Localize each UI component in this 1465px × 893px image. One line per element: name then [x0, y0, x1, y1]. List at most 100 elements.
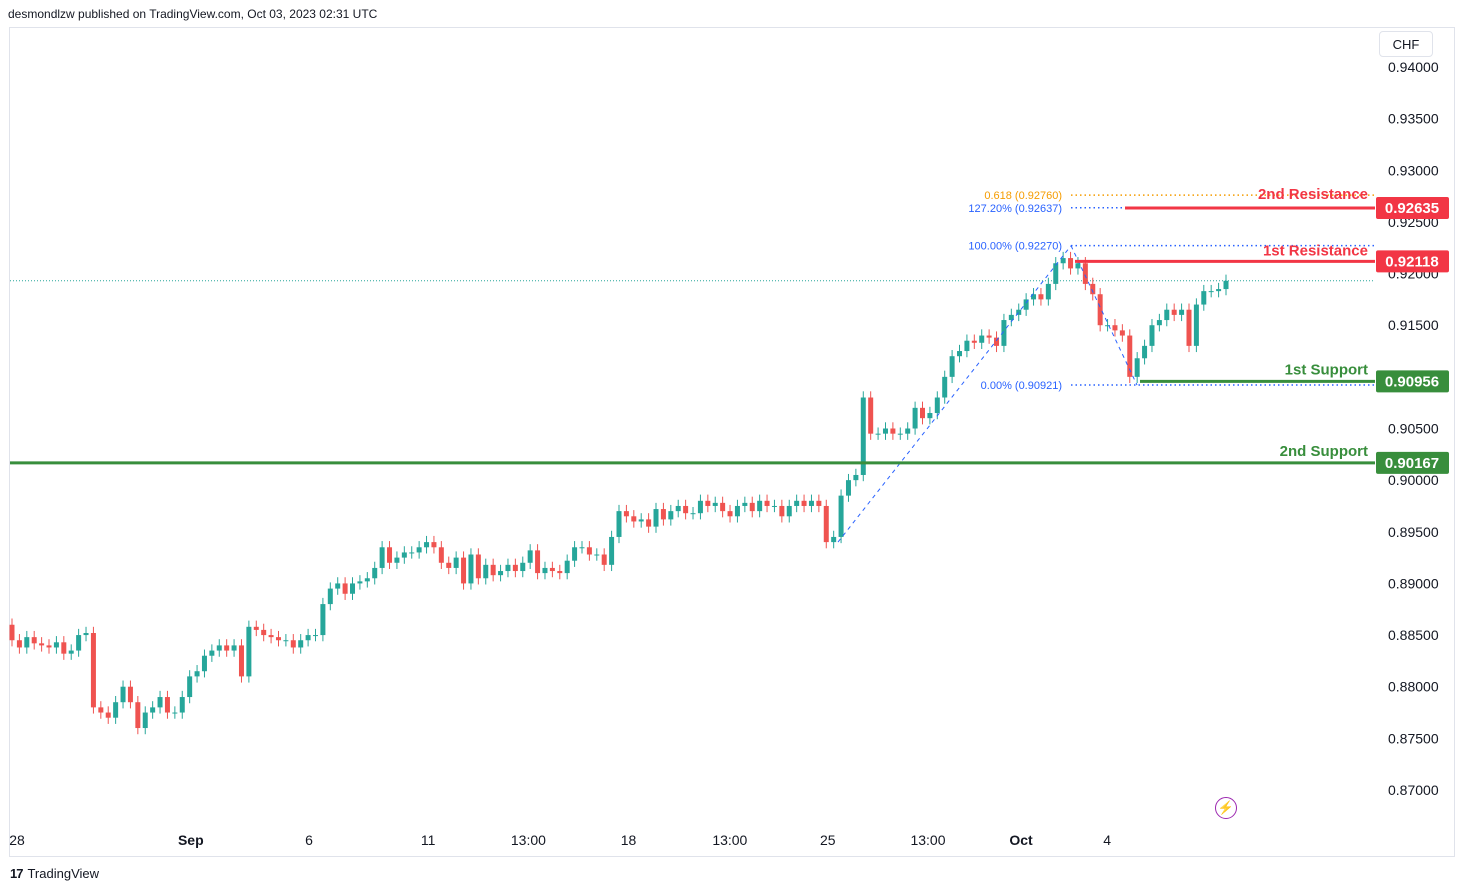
candle-body [786, 505, 792, 517]
candle-body [1001, 320, 1007, 346]
candle-body [882, 428, 888, 434]
candle-body [61, 642, 67, 654]
footer-brand-label: TradingView [27, 866, 100, 881]
candle-body [9, 624, 15, 641]
candle-body [150, 707, 156, 713]
candle-body [335, 583, 341, 589]
candle-body [379, 547, 385, 568]
candle-body [164, 697, 170, 713]
footer-brand[interactable]: 17 TradingView [10, 866, 99, 881]
y-tick-label: 0.93500 [1388, 111, 1439, 127]
candle-body [1186, 309, 1192, 346]
candle-body [1060, 258, 1066, 264]
candle-body [1142, 345, 1148, 359]
candle-body [1201, 291, 1207, 305]
candle-body [268, 635, 274, 638]
candle-body [1149, 325, 1155, 346]
level-name-label: 1st Resistance [1263, 242, 1368, 259]
level-price-label: 0.92118 [1385, 253, 1438, 270]
candle-body [927, 413, 933, 419]
candle-body [1171, 309, 1177, 315]
x-tick-label: Sep [178, 832, 204, 848]
candle-body [305, 635, 311, 641]
candle-body [697, 500, 703, 514]
candle-body [623, 511, 629, 517]
candle-body [638, 519, 644, 522]
candle-body [1134, 358, 1140, 377]
candle-body [860, 397, 866, 475]
candle-body [283, 640, 289, 642]
level-price-badge [1376, 370, 1449, 393]
candle-body [853, 474, 859, 481]
level-price-label: 0.90167 [1385, 455, 1439, 472]
candle-body [675, 505, 681, 512]
candle-body [387, 547, 393, 563]
x-tick-label: 11 [421, 832, 436, 848]
candle-body [875, 433, 881, 435]
candle-body [127, 686, 133, 703]
candle-body [461, 557, 467, 584]
candle-body [1023, 299, 1029, 310]
candle-body [364, 578, 370, 582]
candle-body [542, 567, 548, 574]
candle-body [586, 547, 592, 555]
level-price-label: 0.90956 [1385, 373, 1439, 390]
candle-body [1216, 289, 1222, 292]
candle-body [1053, 263, 1059, 284]
candle-body [594, 554, 600, 556]
candle-body [246, 626, 252, 677]
candle-body [668, 511, 674, 520]
candle-body [823, 505, 829, 543]
candle-body [238, 645, 244, 677]
candle-body [660, 509, 666, 520]
candle-body [816, 500, 822, 506]
candle-body [327, 588, 333, 605]
candle-body [416, 547, 422, 553]
candle-body [734, 505, 740, 517]
x-tick-label: 13:00 [511, 832, 546, 848]
candle-body [964, 340, 970, 352]
candle-body [764, 500, 770, 506]
candle-body [409, 552, 415, 554]
candle-body [394, 557, 400, 563]
y-tick-label: 0.89500 [1388, 524, 1439, 540]
candle-body [498, 571, 504, 576]
candle-body [942, 376, 948, 398]
candle-body [1090, 283, 1096, 295]
x-tick-label: 25 [820, 832, 836, 848]
candle-body [39, 643, 45, 646]
fib-swing-line-up [837, 245, 1072, 543]
candle-body [231, 645, 237, 651]
candle-body [446, 562, 452, 568]
candle-body [505, 564, 511, 572]
candle-body [157, 697, 163, 708]
y-tick-label: 0.87000 [1388, 782, 1439, 798]
candle-body [372, 567, 378, 579]
candle-body [290, 640, 296, 648]
candle-body [431, 542, 437, 548]
candle-body [490, 564, 496, 576]
candle-body [83, 633, 89, 636]
candle-body [653, 509, 659, 527]
lightning-icon[interactable]: ⚡ [1215, 797, 1237, 819]
candle-body [31, 637, 37, 644]
candle-body [979, 335, 985, 343]
candle-body [1112, 325, 1118, 331]
y-tick-label: 0.89000 [1388, 575, 1439, 591]
candle-body [1193, 304, 1199, 346]
candle-body [779, 505, 785, 517]
candle-body [845, 480, 851, 496]
currency-button[interactable]: CHF [1379, 31, 1433, 57]
candle-body [1045, 283, 1051, 300]
candle-body [1208, 291, 1214, 293]
level-price-badge [1376, 196, 1449, 219]
candle-body [683, 505, 689, 514]
candle-body [194, 671, 200, 677]
candle-body [1097, 294, 1103, 326]
candle-body [712, 502, 718, 506]
chart-frame[interactable] [9, 27, 1455, 857]
candle-body [224, 645, 230, 651]
candle-body [1127, 335, 1133, 377]
level-price-badge [1376, 451, 1449, 474]
